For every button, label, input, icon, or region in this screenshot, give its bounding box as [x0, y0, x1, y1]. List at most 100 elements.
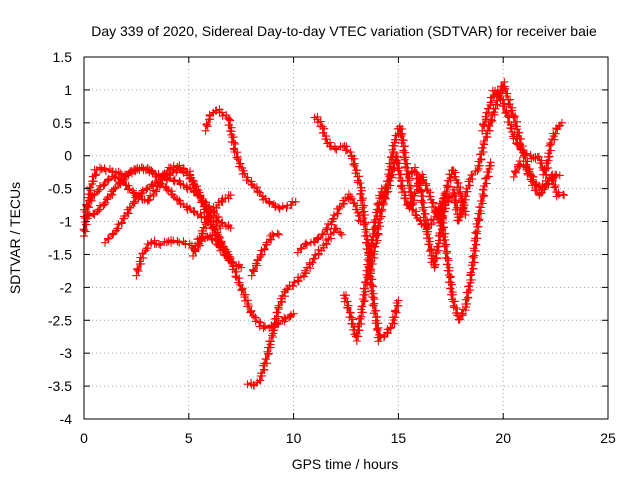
data-point-marker	[485, 109, 493, 118]
series-arc-6	[189, 231, 235, 266]
data-point-marker	[228, 133, 237, 142]
data-point-marker	[505, 113, 514, 122]
data-point-marker	[207, 234, 216, 243]
data-point-marker	[262, 238, 271, 247]
data-point-marker	[343, 304, 352, 312]
data-point-marker	[396, 170, 405, 179]
data-point-marker	[419, 192, 428, 200]
data-point-marker	[410, 189, 419, 198]
data-point-marker	[261, 354, 270, 363]
x-tick-label: 10	[286, 430, 302, 446]
data-point-marker	[217, 108, 226, 117]
x-tick-label: 0	[80, 430, 88, 446]
data-point-marker	[373, 312, 382, 321]
series-arc-4	[101, 177, 298, 333]
data-point-marker	[238, 284, 247, 293]
data-point-marker	[524, 165, 533, 174]
data-point-marker	[548, 176, 557, 185]
data-point-marker	[322, 240, 331, 249]
data-point-marker	[163, 167, 172, 175]
data-point-marker	[231, 272, 240, 281]
data-point-marker	[280, 313, 289, 322]
data-point-marker	[251, 313, 259, 322]
data-point-marker	[206, 111, 214, 120]
data-point-marker	[116, 177, 125, 186]
data-point-marker	[509, 172, 518, 181]
data-point-marker	[143, 240, 152, 248]
data-point-marker	[400, 155, 409, 164]
data-point-marker	[240, 169, 249, 178]
data-point-marker	[340, 141, 349, 150]
data-point-marker	[226, 257, 235, 266]
data-point-marker	[532, 186, 541, 195]
data-point-marker	[216, 224, 225, 233]
data-point-marker	[359, 220, 368, 229]
data-point-marker	[249, 265, 258, 274]
data-point-marker	[512, 168, 520, 177]
data-point-marker	[202, 120, 211, 128]
data-point-marker	[168, 190, 177, 199]
data-point-marker	[369, 282, 378, 291]
data-point-marker	[274, 301, 283, 310]
data-point-marker	[411, 163, 419, 172]
data-series-group	[79, 77, 568, 390]
data-point-marker	[232, 153, 241, 162]
data-point-marker	[346, 195, 355, 204]
data-point-marker	[335, 204, 343, 213]
data-point-marker	[152, 185, 161, 194]
data-point-marker	[313, 235, 322, 244]
data-point-marker	[244, 176, 252, 184]
data-point-marker	[346, 308, 354, 317]
data-point-marker	[155, 240, 163, 248]
data-point-marker	[511, 112, 520, 121]
y-tick-label: 1	[64, 82, 72, 98]
data-point-marker	[248, 181, 257, 190]
data-point-marker	[290, 278, 299, 287]
data-point-marker	[197, 226, 206, 235]
data-point-marker	[476, 197, 485, 205]
data-point-marker	[135, 257, 144, 266]
data-point-marker	[335, 203, 344, 212]
data-point-marker	[330, 211, 338, 220]
data-point-marker	[297, 244, 306, 253]
data-point-marker	[386, 181, 395, 190]
data-point-marker	[405, 184, 414, 192]
data-point-marker	[369, 309, 378, 318]
data-point-marker	[365, 264, 374, 273]
data-point-marker	[358, 295, 367, 304]
data-point-marker	[454, 315, 463, 324]
data-point-marker	[337, 230, 346, 239]
data-point-marker	[376, 222, 385, 231]
data-point-marker	[250, 267, 258, 276]
data-point-marker	[442, 187, 451, 196]
data-point-marker	[274, 230, 283, 239]
data-point-marker	[401, 194, 410, 203]
data-point-marker	[438, 225, 446, 234]
data-point-marker	[452, 304, 461, 313]
data-point-marker	[450, 172, 459, 181]
data-point-marker	[332, 224, 341, 233]
data-point-marker	[259, 321, 268, 330]
x-tick-label: 15	[391, 430, 407, 446]
data-point-marker	[434, 246, 443, 255]
data-point-marker	[196, 191, 204, 200]
data-point-marker	[113, 224, 122, 233]
data-point-marker	[364, 272, 373, 281]
data-point-marker	[281, 314, 290, 323]
data-point-marker	[201, 126, 210, 135]
data-point-marker	[479, 120, 487, 128]
data-point-marker	[443, 254, 452, 263]
data-point-marker	[397, 131, 406, 140]
data-point-marker	[94, 205, 103, 214]
data-point-marker	[423, 223, 432, 232]
data-point-marker	[142, 185, 151, 194]
data-point-marker	[361, 278, 369, 286]
data-point-marker	[485, 161, 494, 170]
data-point-marker	[263, 347, 272, 356]
data-point-marker	[444, 256, 453, 265]
data-point-marker	[318, 230, 327, 239]
data-point-marker	[555, 171, 564, 180]
data-point-marker	[321, 135, 330, 143]
data-point-marker	[354, 216, 363, 225]
